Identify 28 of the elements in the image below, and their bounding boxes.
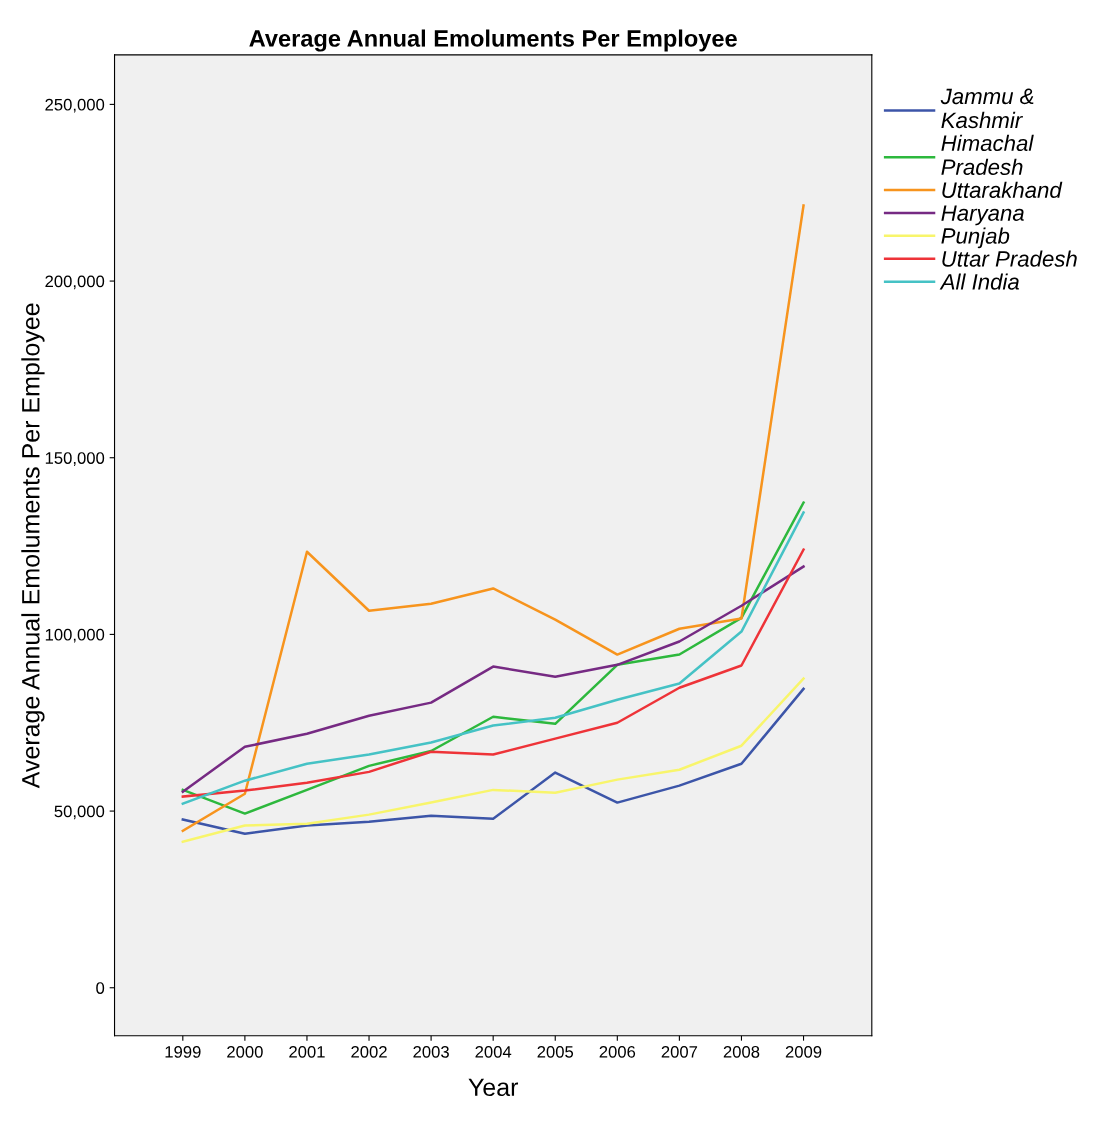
- x-tick-label: 2005: [537, 1045, 574, 1058]
- y-axis-title: Average Annual Emoluments Per Employee: [21, 303, 45, 789]
- x-tick-label: 1999: [165, 1045, 201, 1058]
- y-tick-label: 200,000: [45, 275, 105, 290]
- legend-label: Haryana: [941, 205, 1024, 226]
- x-tick-label: 2003: [413, 1045, 449, 1058]
- x-axis-title: Year: [468, 1078, 519, 1097]
- x-tick-label: 2004: [475, 1045, 512, 1058]
- x-tick-label: 2008: [723, 1045, 760, 1058]
- legend-label: Uttar Pradesh: [942, 250, 1077, 267]
- x-tick-label: 2001: [289, 1045, 325, 1058]
- chart-title: Average Annual Emoluments Per Employee: [249, 29, 737, 52]
- legend-label: Himachal Pradesh: [941, 134, 1034, 176]
- legend-label: All India: [939, 273, 1019, 290]
- y-tick-label: 100,000: [45, 628, 105, 643]
- y-tick-label: 0: [96, 982, 105, 994]
- x-tick-label: 2009: [785, 1045, 822, 1058]
- legend-label: Jammu & Kashmir: [940, 88, 1034, 129]
- legend-label: Uttarakhand: [942, 181, 1063, 198]
- y-tick-label: 150,000: [45, 452, 105, 466]
- x-tick-label: 2007: [661, 1045, 698, 1058]
- x-tick-label: 2000: [227, 1045, 263, 1058]
- x-tick-label: 2002: [351, 1045, 387, 1058]
- line-series: [181, 204, 805, 833]
- y-tick-label: 250,000: [45, 98, 105, 113]
- x-tick-label: 2006: [599, 1045, 636, 1058]
- legend-label: Punjab: [941, 227, 1010, 249]
- y-tick-label: 50,000: [54, 805, 105, 820]
